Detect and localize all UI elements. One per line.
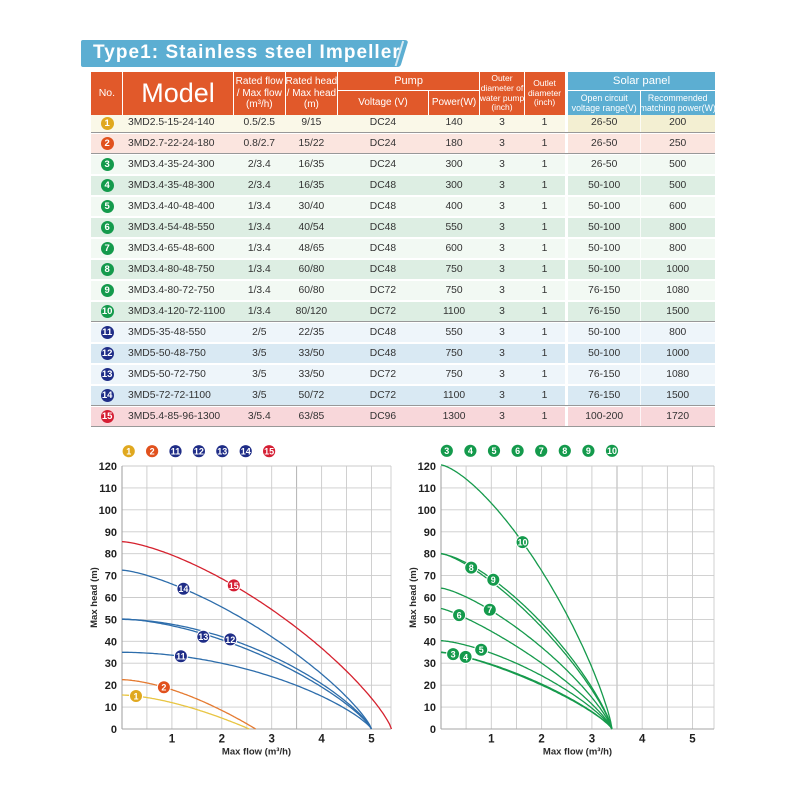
svg-text:12: 12 [225,635,235,645]
svg-text:2: 2 [161,683,166,693]
svg-text:20: 20 [424,680,436,692]
svg-text:1: 1 [488,734,495,746]
svg-text:2: 2 [219,734,225,746]
svg-text:10: 10 [105,702,117,714]
svg-text:100: 100 [418,505,436,517]
svg-text:120: 120 [418,461,436,473]
svg-text:9: 9 [586,446,591,456]
svg-text:Max head (m): Max head (m) [408,567,419,628]
svg-text:13: 13 [198,632,208,642]
svg-text:6: 6 [515,446,520,456]
svg-text:Max head (m): Max head (m) [89,567,100,628]
svg-text:2: 2 [150,447,155,457]
svg-text:14: 14 [241,447,251,457]
svg-text:13: 13 [217,447,227,457]
svg-text:3: 3 [268,734,274,746]
svg-text:15: 15 [229,581,239,591]
svg-text:20: 20 [105,680,117,692]
svg-text:10: 10 [517,538,527,548]
svg-text:120: 120 [99,461,117,473]
svg-text:9: 9 [491,575,496,585]
svg-text:30: 30 [105,658,117,670]
svg-text:Max flow (m³/h): Max flow (m³/h) [543,747,612,758]
svg-text:10: 10 [424,702,436,714]
svg-text:4: 4 [318,734,325,746]
svg-text:8: 8 [469,563,474,573]
svg-text:1: 1 [126,447,131,457]
svg-text:0: 0 [111,724,117,736]
svg-text:90: 90 [105,527,117,539]
svg-text:4: 4 [639,734,646,746]
svg-text:50: 50 [105,614,117,626]
svg-text:7: 7 [539,446,544,456]
svg-text:70: 70 [105,571,117,583]
svg-text:14: 14 [178,584,188,594]
svg-text:40: 40 [424,636,436,648]
svg-text:15: 15 [264,447,274,457]
svg-text:80: 80 [105,549,117,561]
svg-text:2: 2 [538,734,544,746]
svg-text:4: 4 [463,652,468,662]
svg-text:100: 100 [99,505,117,517]
svg-text:3: 3 [451,650,456,660]
svg-text:6: 6 [457,611,462,621]
svg-text:60: 60 [105,593,117,605]
svg-text:60: 60 [424,593,436,605]
svg-text:8: 8 [562,446,567,456]
svg-text:70: 70 [424,571,436,583]
svg-text:3: 3 [444,446,449,456]
svg-text:10: 10 [607,446,617,456]
svg-text:11: 11 [171,447,181,457]
svg-text:1: 1 [169,734,176,746]
svg-text:0: 0 [430,724,436,736]
svg-text:80: 80 [424,549,436,561]
svg-text:11: 11 [176,652,186,662]
svg-text:5: 5 [689,734,696,746]
svg-text:40: 40 [105,636,117,648]
svg-text:4: 4 [468,446,473,456]
svg-text:5: 5 [491,446,496,456]
svg-text:1: 1 [133,691,138,701]
svg-text:50: 50 [424,614,436,626]
svg-text:12: 12 [194,447,204,457]
svg-text:Max flow (m³/h): Max flow (m³/h) [222,747,291,758]
svg-text:3: 3 [589,734,595,746]
svg-text:7: 7 [487,605,492,615]
svg-text:90: 90 [424,527,436,539]
svg-text:5: 5 [368,734,375,746]
svg-text:5: 5 [479,645,484,655]
svg-text:110: 110 [418,483,436,495]
svg-text:30: 30 [424,658,436,670]
svg-text:110: 110 [99,483,117,495]
